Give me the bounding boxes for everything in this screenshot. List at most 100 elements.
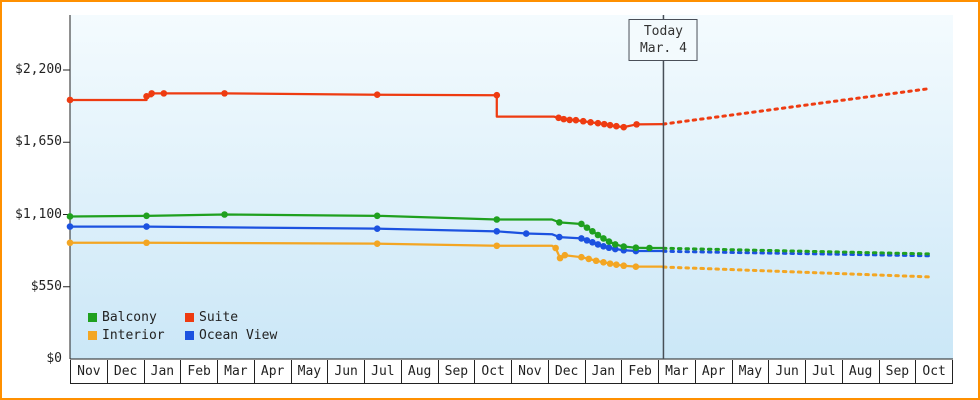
- price-point: [606, 121, 614, 129]
- price-point: [620, 262, 628, 270]
- month-cell: Aug: [400, 360, 438, 383]
- price-point: [522, 230, 530, 237]
- price-point: [66, 96, 74, 104]
- month-cell: Jul: [364, 360, 401, 383]
- price-point: [66, 223, 74, 230]
- chart-legend: Balcony Suite Interior Ocean View: [88, 310, 277, 343]
- price-point: [605, 238, 613, 245]
- series-suite: [66, 87, 931, 131]
- series-balcony: [66, 211, 931, 256]
- legend-label: Ocean View: [199, 328, 278, 343]
- price-point: [572, 116, 580, 124]
- legend-swatch: [185, 313, 194, 322]
- month-cell: Nov: [70, 360, 107, 383]
- series-ocean-view: [66, 223, 931, 258]
- price-point: [143, 92, 150, 100]
- price-point: [493, 216, 501, 223]
- legend-item-balcony[interactable]: Balcony: [88, 310, 185, 325]
- price-point: [578, 253, 585, 261]
- y-axis-labels: $0 $550 $1,100 $1,650 $2,200: [0, 0, 64, 400]
- price-point: [373, 240, 381, 247]
- price-point: [493, 228, 501, 235]
- price-point: [578, 220, 585, 228]
- month-cell: Dec: [547, 360, 585, 383]
- price-point: [632, 263, 640, 270]
- forecast-line: [661, 87, 931, 126]
- month-cell: Feb: [180, 360, 217, 383]
- today-marker: Today Mar. 4: [628, 19, 698, 61]
- y-tick-label: $550: [30, 278, 62, 294]
- price-point: [611, 241, 619, 248]
- price-point: [633, 121, 640, 128]
- y-tick-label: $1,100: [15, 206, 62, 222]
- month-cell: Feb: [621, 360, 658, 383]
- price-point: [160, 90, 168, 97]
- price-point: [585, 255, 593, 263]
- price-point: [600, 259, 607, 266]
- price-point: [605, 244, 613, 252]
- month-cell: May: [731, 360, 769, 383]
- legend-label: Suite: [199, 310, 239, 325]
- month-cell: Mar: [217, 360, 254, 383]
- legend-label: Balcony: [102, 310, 157, 325]
- price-point: [143, 212, 150, 220]
- month-cell: May: [290, 360, 328, 383]
- price-point: [594, 231, 602, 239]
- price-point: [148, 90, 155, 97]
- price-point: [373, 212, 381, 220]
- price-point: [221, 90, 228, 97]
- month-cell: Apr: [694, 360, 732, 383]
- month-cell: Mar: [658, 360, 695, 383]
- legend-label: Interior: [102, 328, 165, 343]
- price-point: [632, 244, 640, 252]
- y-tick-label: $2,200: [15, 62, 62, 77]
- price-point: [594, 241, 602, 248]
- price-point: [556, 233, 563, 241]
- price-point: [373, 225, 381, 232]
- month-cell: Oct: [915, 360, 952, 383]
- price-point: [66, 213, 74, 220]
- plot-background: [70, 15, 953, 359]
- series-interior: [66, 239, 931, 279]
- price-point: [600, 235, 607, 242]
- forecast-line: [661, 249, 931, 258]
- price-point: [561, 251, 569, 259]
- legend-item-ocean-view[interactable]: Ocean View: [185, 328, 277, 343]
- y-tick-label: $0: [46, 351, 62, 366]
- price-point: [620, 123, 628, 131]
- price-point: [583, 237, 591, 244]
- legend-swatch: [88, 331, 97, 340]
- price-point: [493, 242, 501, 250]
- price-point: [611, 245, 619, 253]
- price-point: [373, 91, 381, 98]
- month-cell: Jan: [584, 360, 622, 383]
- price-point: [556, 219, 563, 226]
- price-point: [589, 239, 596, 246]
- price-point: [646, 244, 653, 252]
- price-point: [221, 211, 228, 218]
- price-point: [583, 224, 591, 231]
- price-point: [600, 242, 607, 250]
- today-marker-line2: Mar. 4: [639, 41, 687, 56]
- price-point: [587, 118, 594, 126]
- price-point: [606, 260, 614, 267]
- price-point: [578, 235, 585, 242]
- legend-item-suite[interactable]: Suite: [185, 310, 277, 325]
- price-point: [143, 239, 150, 247]
- y-tick-label: $1,650: [15, 134, 62, 150]
- price-point: [594, 119, 602, 127]
- legend-swatch: [185, 331, 194, 340]
- legend-item-interior[interactable]: Interior: [88, 328, 185, 343]
- price-point: [589, 228, 596, 235]
- legend-swatch: [88, 313, 97, 322]
- price-point: [613, 122, 620, 130]
- price-point: [143, 223, 150, 230]
- price-point: [579, 117, 587, 125]
- price-point: [613, 261, 620, 268]
- price-point: [566, 116, 573, 124]
- price-point: [555, 114, 562, 122]
- month-cell: Aug: [841, 360, 879, 383]
- forecast-line: [661, 246, 931, 256]
- price-point: [620, 243, 628, 250]
